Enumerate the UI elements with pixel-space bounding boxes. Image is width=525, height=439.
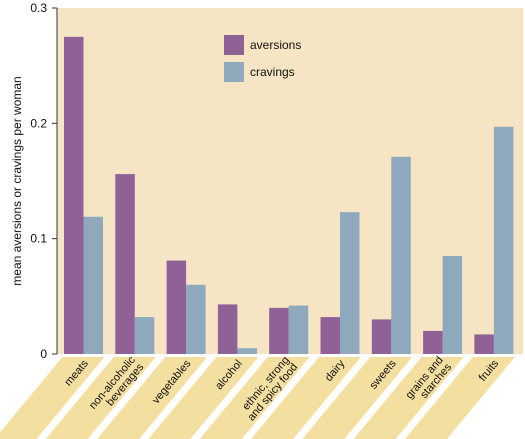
category-label-band bbox=[251, 357, 361, 439]
bar-aversions bbox=[371, 319, 392, 354]
category-label-band bbox=[0, 357, 105, 439]
bar-aversions bbox=[320, 317, 340, 354]
bar-cravings bbox=[237, 348, 257, 354]
legend-swatch-aversions bbox=[224, 35, 244, 55]
category-label-band bbox=[302, 357, 413, 439]
category-label-band bbox=[148, 357, 259, 439]
category-label-band bbox=[45, 357, 156, 439]
bar-aversions bbox=[423, 330, 443, 354]
bars bbox=[64, 36, 514, 354]
bar-aversions bbox=[115, 174, 135, 354]
y-tick-label: 0 bbox=[40, 347, 47, 361]
bar-aversions bbox=[166, 260, 187, 354]
legend-label-aversions: aversions bbox=[250, 38, 301, 52]
bar-aversions bbox=[217, 304, 238, 354]
legend-swatch-cravings bbox=[224, 62, 244, 82]
category-label-band bbox=[97, 357, 208, 439]
bar-cravings bbox=[134, 317, 155, 354]
category-label-band bbox=[199, 357, 310, 439]
y-tick-label: 0.2 bbox=[30, 116, 47, 130]
bar-cravings bbox=[391, 156, 411, 354]
y-tick-label: 0.3 bbox=[30, 1, 47, 15]
bar-cravings bbox=[340, 212, 360, 354]
legend-label-cravings: cravings bbox=[250, 65, 295, 79]
bar-cravings bbox=[83, 216, 103, 354]
bar-aversions bbox=[269, 307, 289, 354]
legend: aversions cravings bbox=[224, 35, 301, 82]
y-tick-label: 0.1 bbox=[30, 232, 47, 246]
bar-cravings bbox=[186, 284, 206, 354]
y-axis-ticks: 0 0.1 0.2 0.3 bbox=[30, 1, 57, 361]
bar-cravings bbox=[288, 305, 309, 354]
bar-cravings bbox=[493, 126, 514, 354]
category-label-band bbox=[404, 357, 515, 439]
category-label-bands bbox=[0, 357, 515, 439]
bar-aversions bbox=[474, 334, 494, 354]
bar-aversions bbox=[64, 36, 84, 354]
y-axis-title: mean aversions or cravings per woman bbox=[10, 76, 24, 285]
bar-cravings bbox=[442, 255, 463, 354]
category-label-band bbox=[353, 357, 464, 439]
